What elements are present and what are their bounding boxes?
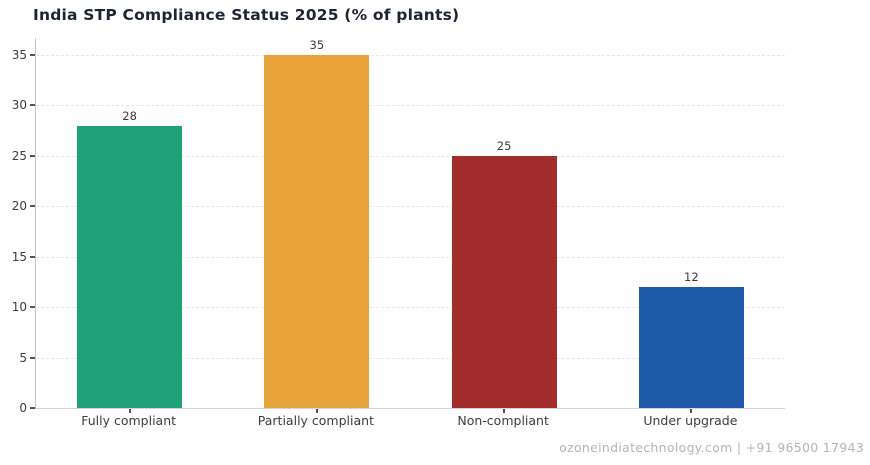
chart-title: India STP Compliance Status 2025 (% of p… bbox=[33, 6, 460, 24]
y-axis-tick bbox=[30, 356, 35, 359]
bar-value-label: 12 bbox=[684, 269, 699, 284]
x-axis-tick bbox=[315, 409, 318, 413]
x-tick-label: Partially compliant bbox=[257, 413, 374, 428]
x-axis-tick bbox=[503, 409, 506, 413]
watermark-text: ozoneindiatechnology.com | +91 96500 179… bbox=[559, 440, 864, 455]
y-axis-tick bbox=[30, 54, 35, 56]
y-axis-tick bbox=[30, 154, 35, 157]
bar-value-label: 28 bbox=[122, 108, 137, 123]
y-tick-label: 10 bbox=[11, 300, 27, 315]
y-tick-label: 0 bbox=[19, 401, 27, 415]
y-axis-tick bbox=[30, 255, 35, 258]
plot-area: 0 5 10 15 20 25 30 35 28 35 25 12 bbox=[12, 38, 785, 415]
y-tick-label: 15 bbox=[11, 249, 27, 264]
y-axis-tick bbox=[30, 104, 35, 107]
x-tick-label: Fully compliant bbox=[81, 413, 177, 428]
y-tick-label: 25 bbox=[11, 148, 27, 163]
x-tick-label: Non-compliant bbox=[457, 413, 549, 428]
bar-under-upgrade bbox=[638, 286, 744, 408]
gridline-15 bbox=[36, 256, 785, 258]
y-tick-label: 5 bbox=[19, 350, 27, 365]
gridline-20 bbox=[36, 206, 785, 208]
y-axis-tick bbox=[30, 306, 35, 309]
gridline-30 bbox=[36, 105, 785, 107]
y-tick-label: 35 bbox=[11, 48, 27, 62]
bar-fully-compliant bbox=[77, 125, 183, 408]
x-axis-tick bbox=[128, 409, 131, 413]
bar-non-compliant bbox=[451, 155, 557, 408]
gridline-35 bbox=[36, 55, 785, 56]
x-axis-tick bbox=[690, 409, 693, 413]
y-tick-label: 30 bbox=[11, 98, 27, 113]
y-tick-label: 20 bbox=[11, 199, 27, 214]
bar-partially-compliant bbox=[264, 55, 370, 408]
x-axis-labels: Fully compliant Partially compliant Non-co… bbox=[35, 413, 784, 433]
bar-value-label: 35 bbox=[309, 38, 325, 52]
y-axis-tick bbox=[30, 205, 35, 208]
gridline-25 bbox=[36, 155, 785, 157]
y-axis-tick bbox=[30, 407, 35, 409]
bar-value-label: 25 bbox=[496, 138, 512, 153]
gridline-5 bbox=[36, 357, 785, 359]
x-tick-label: Under upgrade bbox=[643, 413, 738, 428]
gridline-10 bbox=[36, 307, 785, 309]
